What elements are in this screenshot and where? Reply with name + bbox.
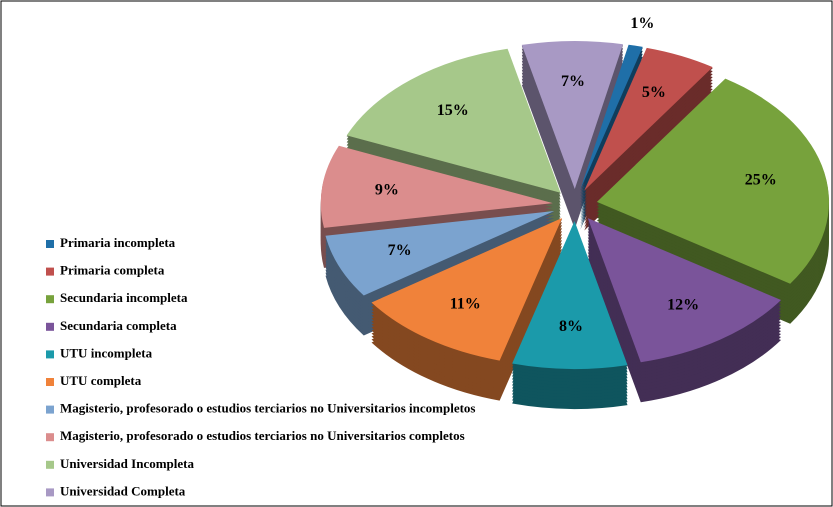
slice-top bbox=[580, 44, 643, 190]
value-label: 25% bbox=[745, 171, 777, 188]
slice-top bbox=[346, 48, 561, 193]
legend-label: Secundaria completa bbox=[60, 318, 177, 333]
value-label: 11% bbox=[450, 296, 481, 313]
slice-top bbox=[596, 78, 829, 284]
legend-label: UTU completa bbox=[60, 373, 142, 388]
slice-top bbox=[521, 41, 624, 190]
legend-label: Secundaria incompleta bbox=[60, 290, 188, 305]
slice-side bbox=[580, 51, 643, 197]
legend-swatch bbox=[46, 433, 54, 442]
slice bbox=[596, 78, 829, 324]
slice bbox=[521, 41, 624, 230]
legend-swatch bbox=[46, 295, 54, 304]
slice-top bbox=[584, 47, 713, 191]
legend-swatch bbox=[46, 378, 54, 386]
slice-top bbox=[512, 220, 628, 369]
legend-swatch bbox=[46, 267, 54, 276]
value-label: 5% bbox=[642, 84, 666, 101]
slice-side bbox=[580, 54, 643, 200]
legend-swatch bbox=[46, 405, 54, 414]
legend-swatch bbox=[46, 240, 54, 248]
value-label: 9% bbox=[375, 182, 399, 199]
legend-label: Primaria completa bbox=[60, 263, 165, 278]
slice bbox=[346, 48, 561, 233]
legend-swatch bbox=[46, 488, 54, 497]
slice-top bbox=[371, 218, 563, 361]
legend-swatch bbox=[46, 322, 54, 331]
slice bbox=[587, 218, 782, 403]
value-label: 15% bbox=[437, 102, 469, 119]
value-label: 1% bbox=[630, 15, 654, 32]
slice-top bbox=[320, 145, 553, 228]
legend-label: Magisterio, profesorado o estudios terci… bbox=[60, 428, 465, 443]
slice-top bbox=[325, 211, 555, 296]
legend-label: Universidad Incompleta bbox=[60, 456, 194, 471]
slice bbox=[512, 220, 628, 409]
legend-label: Universidad Completa bbox=[60, 483, 186, 498]
legend-label: Primaria incompleta bbox=[60, 235, 176, 250]
value-label: 8% bbox=[559, 318, 583, 335]
slice-side bbox=[580, 48, 643, 194]
value-label: 7% bbox=[388, 242, 412, 259]
legend-label: Magisterio, profesorado o estudios terci… bbox=[60, 401, 475, 416]
legend-swatch bbox=[46, 460, 54, 469]
legend-label: UTU incompleta bbox=[60, 345, 153, 360]
legend-swatch bbox=[46, 350, 54, 359]
slice-top bbox=[587, 218, 782, 363]
value-label: 12% bbox=[667, 296, 699, 313]
value-label: 7% bbox=[561, 73, 585, 90]
